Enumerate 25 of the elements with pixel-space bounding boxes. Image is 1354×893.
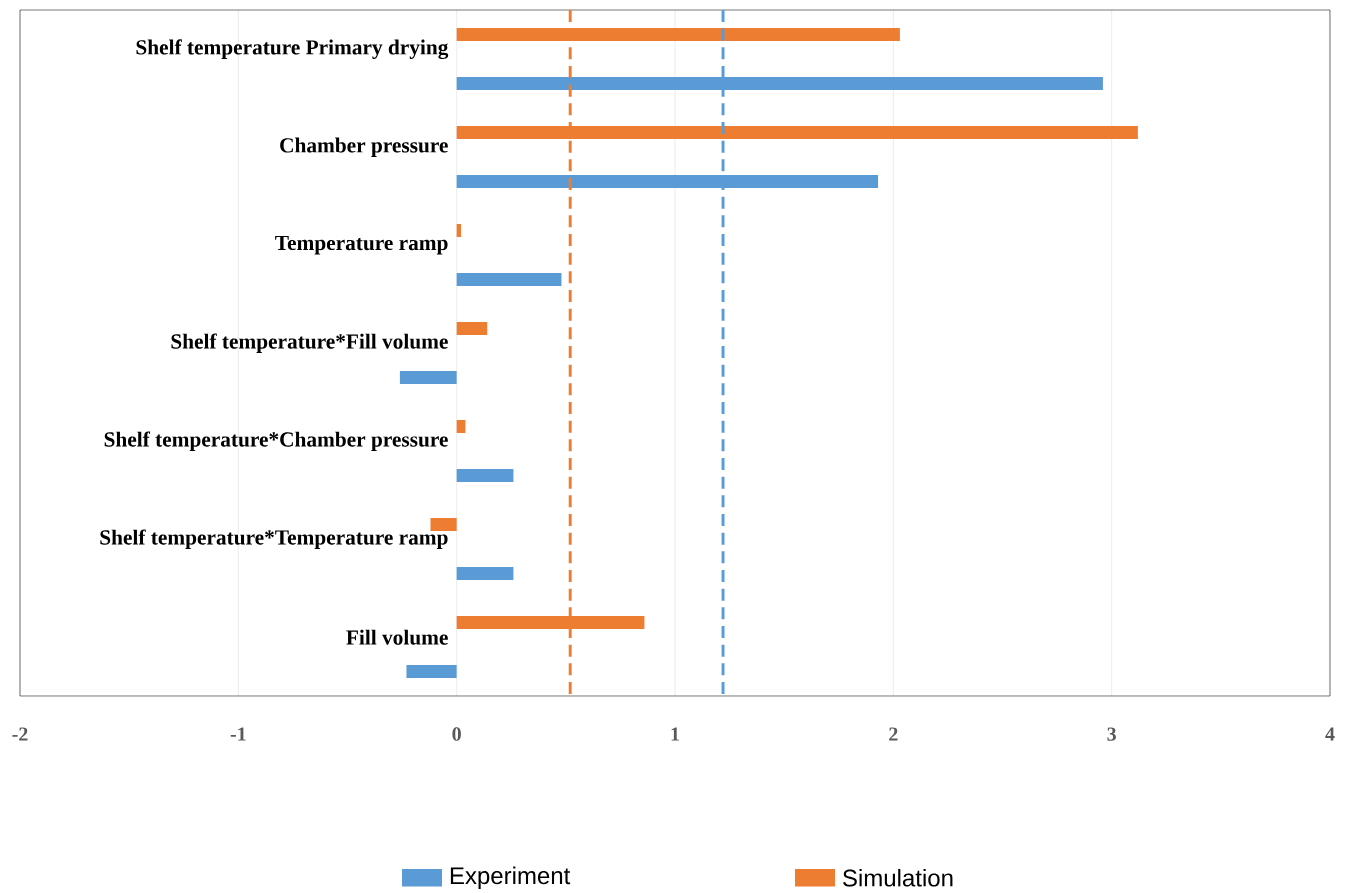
bar [456, 420, 466, 433]
y-tick-label: Shelf temperature*Fill volume [171, 333, 448, 353]
y-tick-label: Temperature ramp [275, 235, 448, 255]
legend-label: Experiment [450, 866, 571, 889]
y-tick-label: Chamber pressure [280, 137, 448, 157]
legend-label: Simulation [843, 868, 953, 887]
x-tick-label: 2 [889, 727, 898, 741]
bar [456, 322, 488, 336]
x-tick-label: 3 [1107, 727, 1116, 741]
y-tick-label: Shelf temperature Primary drying [136, 39, 449, 60]
x-tick-label: -1 [230, 727, 246, 741]
y-tick-label: Fill volume [346, 629, 448, 645]
bar [406, 664, 457, 678]
y-tick-label: Shelf temperature*Chamber pressure [104, 431, 448, 451]
bar [456, 567, 514, 580]
x-tick-label: 4 [1325, 727, 1335, 741]
bar [399, 371, 457, 384]
x-tick-label: 0 [452, 727, 461, 741]
bar [456, 224, 462, 238]
x-tick-label: 1 [671, 727, 679, 741]
bar [456, 273, 562, 287]
bar [430, 518, 457, 531]
bar [456, 469, 514, 482]
y-tick-label: Shelf temperature*Temperature ramp [100, 529, 448, 549]
x-tick-label: -2 [12, 727, 28, 741]
